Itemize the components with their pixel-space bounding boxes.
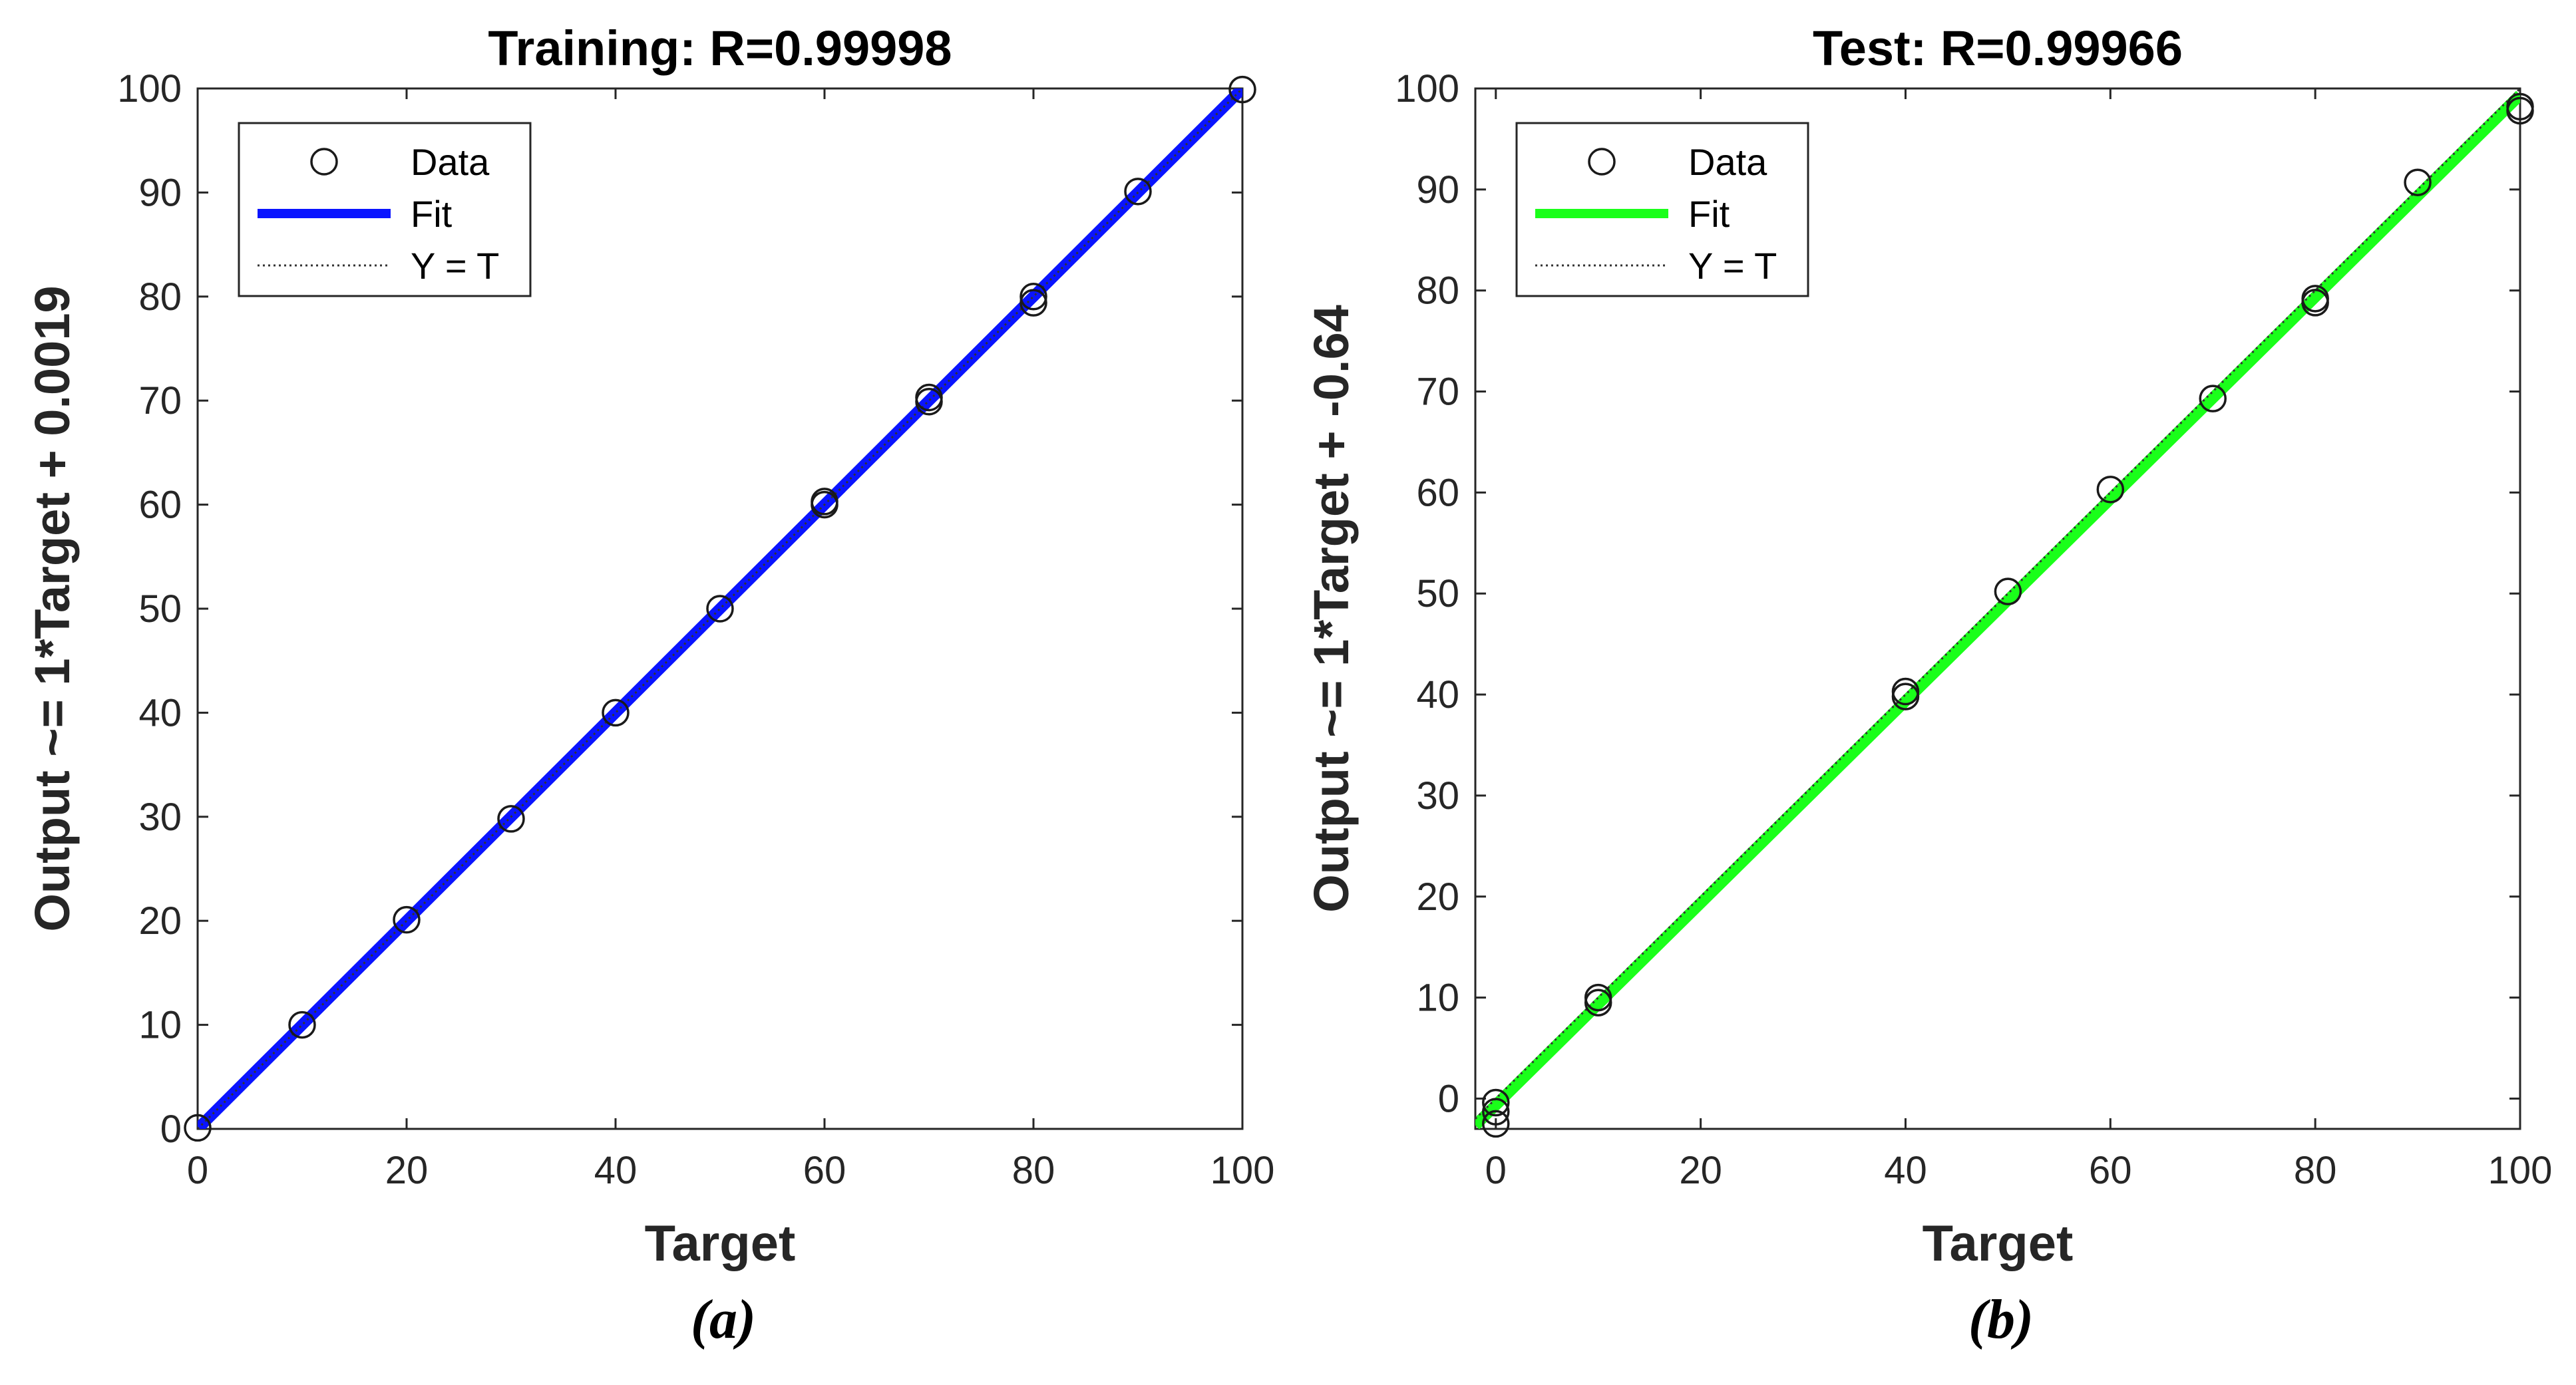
y-tick-label: 60 xyxy=(138,484,182,527)
x-axis-label: Target xyxy=(1923,1215,2074,1272)
data-point xyxy=(497,805,525,833)
x-tick-label: 80 xyxy=(1012,1149,1055,1192)
chart-title: Test: R=0.99966 xyxy=(1813,21,2183,76)
x-tick-label: 0 xyxy=(1485,1149,1507,1192)
x-tick-label: 100 xyxy=(2488,1149,2553,1192)
x-tick-label: 60 xyxy=(2089,1149,2132,1192)
data-point xyxy=(1228,75,1256,104)
x-tick-label: 20 xyxy=(1679,1149,1722,1192)
chart-test: 0 20 40 60 80 100 0 10 20 30 40 50 60 70 80 90 100 Test: … xyxy=(1304,21,2552,1272)
data-point xyxy=(288,1010,316,1039)
data-point xyxy=(811,488,838,516)
data-point xyxy=(1019,283,1047,311)
identity-line xyxy=(198,88,1242,1129)
y-tick-label: 20 xyxy=(1416,875,1459,919)
data-point xyxy=(1891,677,1920,706)
data-point xyxy=(1124,178,1152,206)
y-tick-label: 90 xyxy=(1416,168,1459,212)
plot-marks xyxy=(198,88,1242,1129)
y-tick-label: 100 xyxy=(1395,67,1459,110)
y-tick-label: 30 xyxy=(1416,774,1459,818)
plot-marks xyxy=(1475,88,2520,1129)
data-point xyxy=(2096,476,2125,504)
data-point xyxy=(2301,285,2329,313)
y-tick-label: 10 xyxy=(138,1004,182,1047)
data-point xyxy=(2404,168,2432,196)
data-point xyxy=(1482,1110,1510,1138)
data-point xyxy=(706,595,734,623)
data-point xyxy=(2199,385,2227,412)
legend-identity-label: Y = T xyxy=(411,245,499,287)
y-axis-label: Output ~= 1*Target + 0.0019 xyxy=(25,285,80,931)
y-tick-label: 30 xyxy=(138,796,182,839)
data-point xyxy=(1482,1088,1510,1117)
y-tick-label: 90 xyxy=(138,171,182,214)
y-tick-label: 80 xyxy=(1416,269,1459,313)
legend: Data Fit Y = T xyxy=(238,122,532,297)
legend-identity-label: Y = T xyxy=(1688,245,1777,287)
y-tick-label: 80 xyxy=(138,275,182,319)
y-axis-label: Output ~= 1*Target + -0.64 xyxy=(1304,305,1359,913)
legend-data-label: Data xyxy=(411,141,490,183)
x-tick-label: 20 xyxy=(385,1149,429,1192)
fit-line xyxy=(1475,90,2520,1129)
y-tick-label: 0 xyxy=(160,1108,182,1151)
chart-training: 0 20 40 60 80 100 0 10 20 30 40 50 60 70 80 90 100 Traini… xyxy=(25,21,1274,1272)
data-point xyxy=(184,1114,212,1142)
legend: Data Fit Y = T xyxy=(1515,122,1809,297)
data-point xyxy=(393,905,421,934)
x-tick-label: 100 xyxy=(1210,1149,1275,1192)
y-tick-label: 50 xyxy=(138,587,182,631)
x-axis-label: Target xyxy=(645,1215,796,1272)
x-tick-label: 40 xyxy=(594,1149,638,1192)
x-tick-label: 0 xyxy=(187,1149,208,1192)
legend-fit-label: Fit xyxy=(1688,193,1730,235)
data-point xyxy=(602,698,630,727)
data-point xyxy=(2506,92,2534,121)
legend-fit-label: Fit xyxy=(411,193,453,235)
y-tick-label: 60 xyxy=(1416,471,1459,514)
data-point xyxy=(1584,983,1612,1012)
data-point xyxy=(1019,289,1047,317)
y-tick-label: 20 xyxy=(138,899,182,943)
y-tick-label: 50 xyxy=(1416,572,1459,615)
x-tick-label: 80 xyxy=(2294,1149,2337,1192)
y-tick-label: 40 xyxy=(138,691,182,734)
caption-a: (a) xyxy=(691,1289,756,1350)
caption-b: (b) xyxy=(1968,1289,2034,1350)
y-tick-label: 70 xyxy=(138,379,182,422)
y-tick-label: 0 xyxy=(1438,1077,1459,1120)
legend-data-marker xyxy=(1588,148,1616,176)
y-tick-label: 10 xyxy=(1416,977,1459,1020)
data-point xyxy=(1994,577,2022,605)
y-tick-label: 70 xyxy=(1416,371,1459,414)
y-tick-label: 100 xyxy=(117,67,182,110)
data-point xyxy=(1482,1098,1510,1126)
legend-data-label: Data xyxy=(1688,141,1767,183)
x-tick-label: 40 xyxy=(1884,1149,1927,1192)
legend-data-marker xyxy=(310,148,338,176)
y-tick-label: 40 xyxy=(1416,673,1459,716)
data-point xyxy=(915,383,943,412)
x-tick-label: 60 xyxy=(803,1149,846,1192)
chart-title: Training: R=0.99998 xyxy=(488,21,952,76)
